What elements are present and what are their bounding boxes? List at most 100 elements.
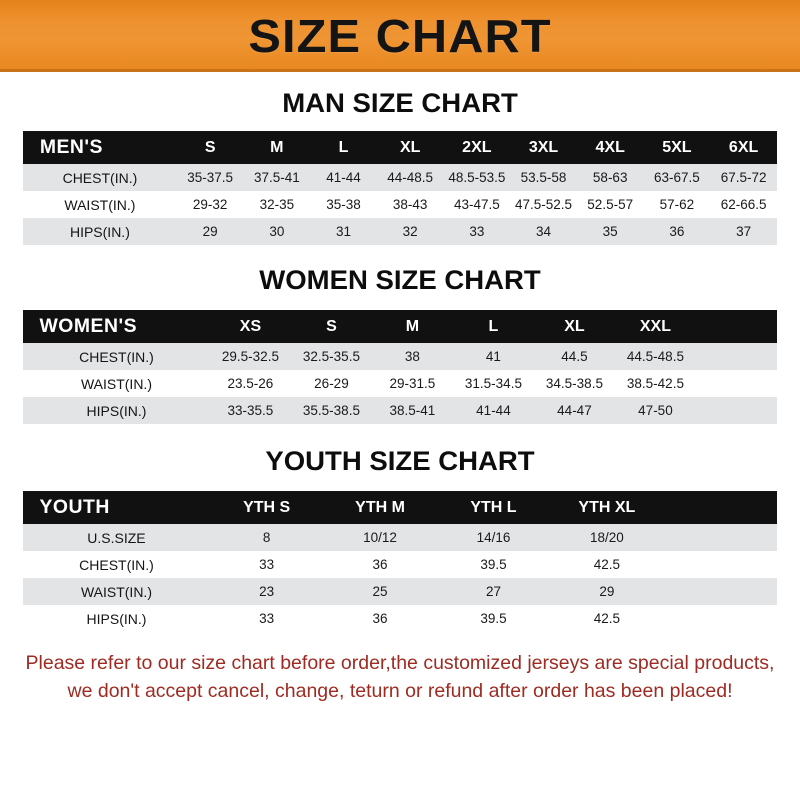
man-size-header: 2XL — [462, 138, 492, 156]
women-cell: 38.5-42.5 — [626, 376, 684, 391]
women-table-head: WOMEN'S XS S M L XL XXL — [23, 310, 777, 343]
man-cell: 37.5-41 — [253, 170, 300, 185]
youth-cell: 36 — [372, 611, 388, 626]
women-cell: 44-47 — [557, 403, 592, 418]
youth-size-header: YTH S — [243, 498, 291, 516]
youth-table-body: U.S.SIZE 8 10/12 14/16 18/20 CHEST(IN.) 33 36 39… — [23, 524, 777, 632]
man-cell: 31 — [335, 224, 352, 239]
man-section: MAN SIZE CHART MEN'S S M L XL 2XL 3XL 4XL 5XL 6XL… — [0, 88, 800, 245]
man-cell: 62-66.5 — [720, 197, 767, 212]
man-size-header: 5XL — [662, 138, 692, 156]
table-row: CHEST(IN.) 33 36 39.5 42.5 — [23, 551, 777, 578]
youth-size-header: YTH L — [470, 498, 517, 516]
footer-note: Please refer to our size chart before or… — [20, 650, 780, 705]
women-size-header: S — [326, 317, 337, 335]
man-cell: 58-63 — [592, 170, 628, 185]
footer-note-line-1: Please refer to our size chart before or… — [25, 652, 775, 674]
women-cell-empty — [696, 370, 777, 397]
man-cell: 29-32 — [192, 197, 228, 212]
youth-table-head: YOUTH YTH S YTH M YTH L YTH XL — [23, 491, 777, 524]
women-cell: 34.5-38.5 — [545, 376, 603, 391]
women-cell: 44.5 — [561, 349, 588, 364]
women-table-body: CHEST(IN.) 29.5-32.5 32.5-35.5 38 41 44.5 44.5… — [23, 343, 777, 424]
women-cell-empty — [696, 397, 777, 424]
man-cell: 36 — [669, 224, 685, 239]
man-row-label: HIPS(IN.) — [69, 223, 130, 240]
youth-section: YOUTH SIZE CHART YOUTH YTH S YTH M YTH L YTH… — [0, 446, 800, 632]
youth-cell-empty — [664, 551, 777, 578]
section-title-youth: YOUTH SIZE CHART — [265, 446, 535, 476]
women-cell: 31.5-34.5 — [464, 376, 522, 391]
table-row: WAIST(IN.) 23 25 27 29 — [23, 578, 777, 605]
youth-size-table: YOUTH YTH S YTH M YTH L YTH XL U.S.SIZE 8 10/1… — [23, 491, 777, 632]
women-cell: 23.5-26 — [227, 376, 274, 391]
women-row-label: HIPS(IN.) — [86, 402, 147, 419]
man-cell: 35-38 — [326, 197, 361, 212]
man-size-header: 4XL — [595, 138, 625, 156]
women-cell: 47-50 — [638, 403, 673, 418]
youth-cell: 14/16 — [476, 530, 511, 545]
youth-cell: 18/20 — [589, 530, 624, 545]
women-cell: 33-35.5 — [227, 403, 274, 418]
women-cell: 26-29 — [314, 376, 349, 391]
man-table-wrap: MEN'S S M L XL 2XL 3XL 4XL 5XL 6XL CHEST(IN.) 35-3… — [23, 131, 777, 245]
youth-row-label: CHEST(IN.) — [79, 556, 154, 573]
man-size-header: 6XL — [728, 138, 759, 156]
man-size-header: L — [338, 138, 349, 156]
man-cell: 57-62 — [659, 197, 695, 212]
youth-size-header: YTH M — [355, 498, 405, 516]
man-cell: 47.5-52.5 — [515, 197, 573, 212]
banner-title: SIZE CHART — [248, 10, 552, 62]
women-section: WOMEN SIZE CHART WOMEN'S XS S M L XL XXL CHEST… — [0, 265, 800, 424]
section-title-women: WOMEN SIZE CHART — [259, 265, 541, 295]
youth-cell: 39.5 — [480, 611, 507, 626]
youth-cell: 23 — [259, 584, 275, 599]
women-size-header: M — [405, 317, 420, 335]
women-size-header-empty — [696, 310, 777, 343]
women-row-label: WAIST(IN.) — [80, 375, 152, 392]
table-row: WAIST(IN.) 29-32 32-35 35-38 38-43 43-47.5 47.… — [23, 191, 777, 218]
table-row: WAIST(IN.) 23.5-26 26-29 29-31.5 31.5-34.5 34… — [23, 370, 777, 397]
women-cell: 44.5-48.5 — [626, 349, 684, 364]
women-size-header: XL — [564, 317, 585, 335]
women-table-wrap: WOMEN'S XS S M L XL XXL CHEST(IN.) 29.5-32.5 32.… — [23, 310, 777, 424]
women-cell: 29-31.5 — [389, 376, 436, 391]
youth-cell: 8 — [262, 530, 271, 545]
youth-row-label: HIPS(IN.) — [86, 610, 147, 627]
man-label-header: MEN'S — [39, 136, 103, 158]
banner: SIZE CHART — [0, 0, 800, 72]
man-size-header: XL — [399, 138, 421, 156]
women-cell: 32.5-35.5 — [302, 349, 360, 364]
table-row: CHEST(IN.) 29.5-32.5 32.5-35.5 38 41 44.5 44.5… — [23, 343, 777, 370]
youth-cell: 39.5 — [480, 557, 507, 572]
man-cell: 38-43 — [392, 197, 428, 212]
youth-cell: 27 — [485, 584, 501, 599]
man-cell: 30 — [269, 224, 285, 239]
section-title-man: MAN SIZE CHART — [282, 88, 518, 118]
women-cell: 38.5-41 — [389, 403, 436, 418]
man-cell: 48.5-53.5 — [448, 170, 506, 185]
youth-cell: 42.5 — [593, 557, 621, 572]
table-row: CHEST(IN.) 35-37.5 37.5-41 41-44 44-48.5 48.5… — [23, 164, 777, 191]
man-cell: 63-67.5 — [653, 170, 700, 185]
youth-table-wrap: YOUTH YTH S YTH M YTH L YTH XL U.S.SIZE 8 10/1… — [23, 491, 777, 632]
man-size-header: S — [204, 138, 216, 156]
women-cell: 29.5-32.5 — [221, 349, 279, 364]
footer-note-line-2: we don't accept cancel, change, teturn o… — [67, 679, 733, 702]
women-cell: 35.5-38.5 — [302, 403, 360, 418]
table-row: HIPS(IN.) 33 36 39.5 42.5 — [23, 605, 777, 632]
man-cell: 41-44 — [326, 170, 361, 185]
women-cell: 41-44 — [476, 403, 511, 418]
man-table-head: MEN'S S M L XL 2XL 3XL 4XL 5XL 6XL — [23, 131, 777, 164]
women-size-header: L — [488, 317, 499, 335]
man-size-header: M — [270, 138, 284, 156]
table-row: U.S.SIZE 8 10/12 14/16 18/20 — [23, 524, 777, 551]
women-row-label: CHEST(IN.) — [79, 348, 154, 365]
man-cell: 43-47.5 — [453, 197, 500, 212]
youth-size-header-empty — [664, 491, 777, 524]
man-size-table: MEN'S S M L XL 2XL 3XL 4XL 5XL 6XL CHEST(IN.) 35-3… — [23, 131, 777, 245]
man-size-header: 3XL — [528, 138, 559, 156]
man-cell: 29 — [202, 224, 218, 239]
youth-label-header: YOUTH — [39, 496, 110, 518]
